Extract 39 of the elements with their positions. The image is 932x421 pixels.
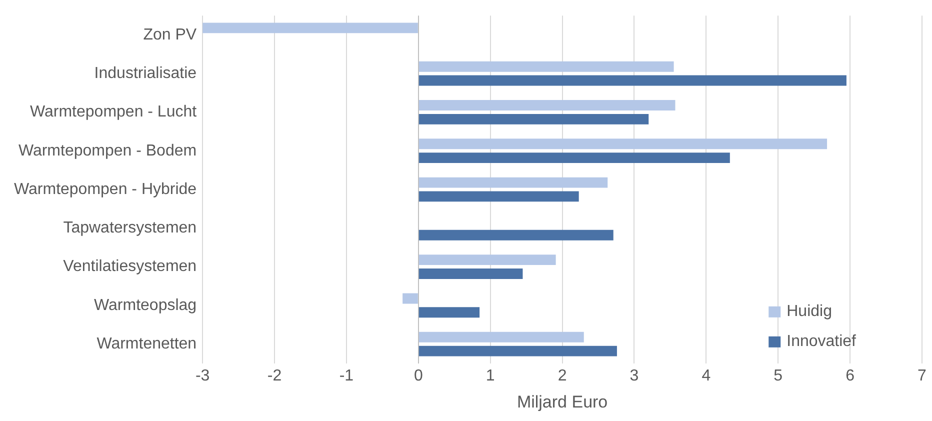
legend-label: Innovatief [786,332,857,350]
x-tick-label: 7 [918,367,927,384]
x-tick-label: 3 [630,367,639,384]
bar [418,138,828,150]
bar [418,307,480,318]
y-tick-label: Zon PV [143,26,197,44]
bar [418,61,674,72]
x-tick-label: 2 [558,367,567,384]
bar [418,100,676,110]
y-tick-label: Warmtepompen - Lucht [30,104,198,121]
x-tick-label: 5 [774,367,783,384]
bar [418,75,846,86]
bar [418,177,608,188]
bar [402,293,418,304]
bar [418,346,617,356]
y-tick-label: Warmtepompen - Hybride [14,180,197,198]
bar [418,332,584,342]
y-tick-label: Industrialisatie [94,64,197,82]
y-tick-label: Warmtenetten [96,335,197,352]
x-tick-label: 6 [846,367,855,384]
y-tick-label: Warmteopslag [94,296,197,314]
bar [202,22,418,34]
y-tick-label: Tapwatersystemen [63,220,197,237]
bar [418,152,730,164]
bar [418,230,614,240]
y-tick-label: Warmtepompen - Bodem [18,142,197,160]
x-tick-label: -2 [267,367,282,384]
x-axis-title: Miljard Euro [516,392,608,412]
x-tick-label: 4 [702,367,711,384]
x-tick-label: -3 [195,367,210,384]
x-tick-label: 0 [414,367,423,384]
bar [418,114,649,124]
bar [418,191,579,202]
y-tick-label: Ventilatiesystemen [63,258,197,276]
bar [418,268,523,279]
legend-label: Huidig [786,302,832,320]
x-tick-label: 1 [486,367,495,384]
x-tick-label: -1 [339,367,354,384]
bar [418,254,556,266]
